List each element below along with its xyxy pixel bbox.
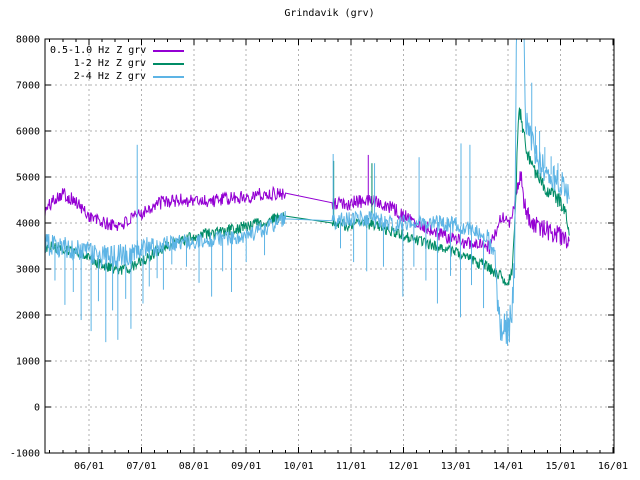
x-tick-label: 15/01 [546,461,576,472]
y-tick-label: 6000 [16,127,40,138]
x-tick-label: 06/01 [74,461,104,472]
series-0-5-1-0-hz-z-grv [45,154,570,255]
y-tick-label: 8000 [16,35,40,46]
legend-label: 2-4 Hz Z grv [73,71,146,82]
x-tick-label: 10/01 [284,461,314,472]
plot-border [44,38,615,454]
x-tick-label: 12/01 [388,461,418,472]
y-tick-label: 7000 [16,81,40,92]
x-tick-label: 08/01 [179,461,209,472]
x-tick-label: 07/01 [126,461,156,472]
legend-item: 2-4 Hz Z grv [50,70,184,83]
x-tick-label: 09/01 [231,461,261,472]
x-tick-label: 16/01 [598,461,628,472]
legend-label: 0.5-1.0 Hz Z grv [50,45,147,56]
series-2-4-hz-z-grv [45,39,570,346]
x-tick-label: 11/01 [336,461,366,472]
legend-label: 1-2 Hz Z grv [73,58,146,69]
y-tick-label: 4000 [16,219,40,230]
chart-title: Grindavik (grv) [284,8,375,19]
legend-line-sample [153,62,184,65]
y-tick-label: 3000 [16,265,40,276]
legend-line-sample [153,49,184,52]
legend-item: 1-2 Hz Z grv [50,57,184,70]
y-tick-label: 5000 [16,173,40,184]
x-tick-label: 13/01 [441,461,471,472]
legend-item: 0.5-1.0 Hz Z grv [50,44,184,57]
axis-ticks [45,38,614,454]
y-tick-label: 2000 [16,311,40,322]
legend: 0.5-1.0 Hz Z grv 1-2 Hz Z grv 2-4 Hz Z g… [50,44,184,83]
y-tick-label: 0 [34,403,40,414]
x-tick-label: 14/01 [493,461,523,472]
tick-labels: -1000 0 1000 2000 3000 4000 5000 6000 7000 8000 06… [10,35,628,473]
legend-line-sample [153,75,184,78]
y-tick-label: 1000 [16,357,40,368]
grid [45,38,614,454]
y-tick-label: -1000 [10,449,40,460]
